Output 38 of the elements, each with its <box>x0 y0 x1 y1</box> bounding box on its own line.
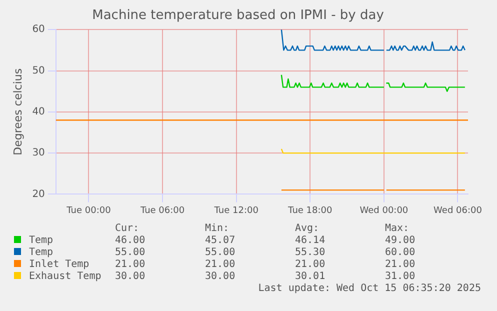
text: 46.00 <box>115 235 146 247</box>
text: 46.14 <box>295 235 326 247</box>
text: 30.00 <box>115 271 146 283</box>
legend-label: Inlet Temp <box>28 259 90 271</box>
legend-label: Temp <box>28 235 54 247</box>
x-tick-label: Wed 00:00 <box>360 206 408 216</box>
text: 21.00 <box>115 259 146 271</box>
text: 45.07 <box>205 235 236 247</box>
y-tick-label: 40 <box>32 106 45 118</box>
x-tick-label: Tue 00:00 <box>66 206 112 216</box>
text: Last update: Wed Oct 15 06:35:20 2025 <box>258 283 481 295</box>
x-tick-label: Tue 06:00 <box>139 206 185 216</box>
x-tick-label: Wed 06:00 <box>434 206 482 216</box>
text: 31.00 <box>385 271 416 283</box>
text: 55.00 <box>115 247 146 259</box>
y-tick-label: 30 <box>32 148 45 159</box>
y-axis-title: Degrees celcius <box>11 68 24 156</box>
text: 60.00 <box>385 247 416 259</box>
text: 21.00 <box>385 259 416 271</box>
text: 21.00 <box>295 259 326 271</box>
text: Min: <box>205 223 230 235</box>
text: 21.00 <box>205 259 236 271</box>
text: 55.00 <box>205 247 236 259</box>
text: 49.00 <box>385 235 416 247</box>
legend-label: Exhaust Temp <box>28 271 102 283</box>
x-tick-label: Tue 12:00 <box>213 206 259 216</box>
x-tick-label: Tue 18:00 <box>287 206 332 216</box>
y-tick-label: 50 <box>32 65 45 76</box>
chart-title: Machine temperature based on IPMI - by day <box>92 8 384 24</box>
y-tick-label: 20 <box>32 188 45 200</box>
text: Max: <box>385 223 410 235</box>
text: Avg: <box>295 223 320 235</box>
y-tick-label: 60 <box>32 24 45 36</box>
legend-label: Temp <box>28 247 54 259</box>
text: Cur: <box>115 223 140 235</box>
text: 30.01 <box>295 271 326 283</box>
text: 30.00 <box>205 271 236 283</box>
text: 55.30 <box>295 247 326 259</box>
